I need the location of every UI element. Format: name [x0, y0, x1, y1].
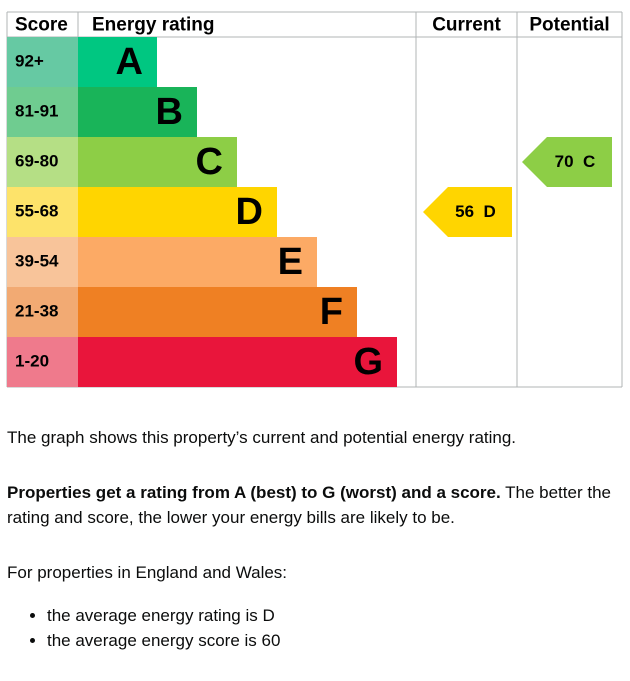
score-label: 81-91: [15, 101, 58, 120]
text: The better the rating and score, the low…: [7, 483, 611, 527]
score-label: 39-54: [15, 251, 59, 270]
score-label: 92+: [15, 51, 44, 70]
potential-rating: C: [583, 152, 595, 171]
bullet-list: the average energy rating is D the avera…: [7, 603, 280, 653]
rating-letter: D: [236, 191, 263, 233]
region: For properties in England and Wales:: [7, 563, 288, 582]
header: Score: [15, 15, 68, 36]
score-cell: [7, 237, 78, 287]
rating-bar: [78, 137, 237, 187]
bullet: the average energy rating is D: [47, 603, 280, 628]
current-score: 56: [455, 202, 474, 221]
potential-label: 70 C: [555, 152, 596, 171]
score-label: 69-80: [15, 151, 58, 170]
rating-letter: F: [320, 291, 343, 333]
current-arrow: [423, 187, 512, 237]
rating-bar: [78, 187, 277, 237]
rating-bar: [78, 287, 357, 337]
score-cell: [7, 137, 78, 187]
intro: The graph shows this property’s current …: [7, 428, 517, 447]
header: Potential: [529, 15, 609, 36]
header: Current: [432, 15, 501, 36]
score-label: 21-38: [15, 301, 58, 320]
score-cell: [7, 87, 78, 137]
current-rating: D: [484, 202, 496, 221]
bullet: the average energy score is 60: [47, 628, 280, 653]
rating-letter: E: [278, 241, 303, 283]
current-label: 56 D: [455, 202, 496, 221]
rating-bar: [78, 237, 317, 287]
explanation: Properties get a rating from A (best) to…: [7, 480, 622, 530]
rating-bar: [78, 87, 197, 137]
score-cell: [7, 337, 78, 387]
rating-letter: B: [156, 91, 183, 133]
score-cell: [7, 287, 78, 337]
epc-graph: Score Energy rating Current Potential 92+ A 81…: [6, 11, 623, 388]
header: Energy rating: [92, 15, 214, 36]
bold-text: Properties get a rating from A (best) to…: [7, 483, 501, 502]
potential-score: 70: [555, 152, 574, 171]
score-cell: [7, 187, 78, 237]
rating-letter: A: [116, 41, 143, 83]
rating-bar: [78, 37, 157, 87]
rating-letter: C: [196, 141, 223, 183]
score-label: 1-20: [15, 351, 49, 370]
score-cell: [7, 37, 78, 87]
potential-arrow: [522, 137, 612, 187]
rating-letter: G: [353, 341, 383, 383]
rating-bar: [78, 337, 397, 387]
score-label: 55-68: [15, 201, 58, 220]
